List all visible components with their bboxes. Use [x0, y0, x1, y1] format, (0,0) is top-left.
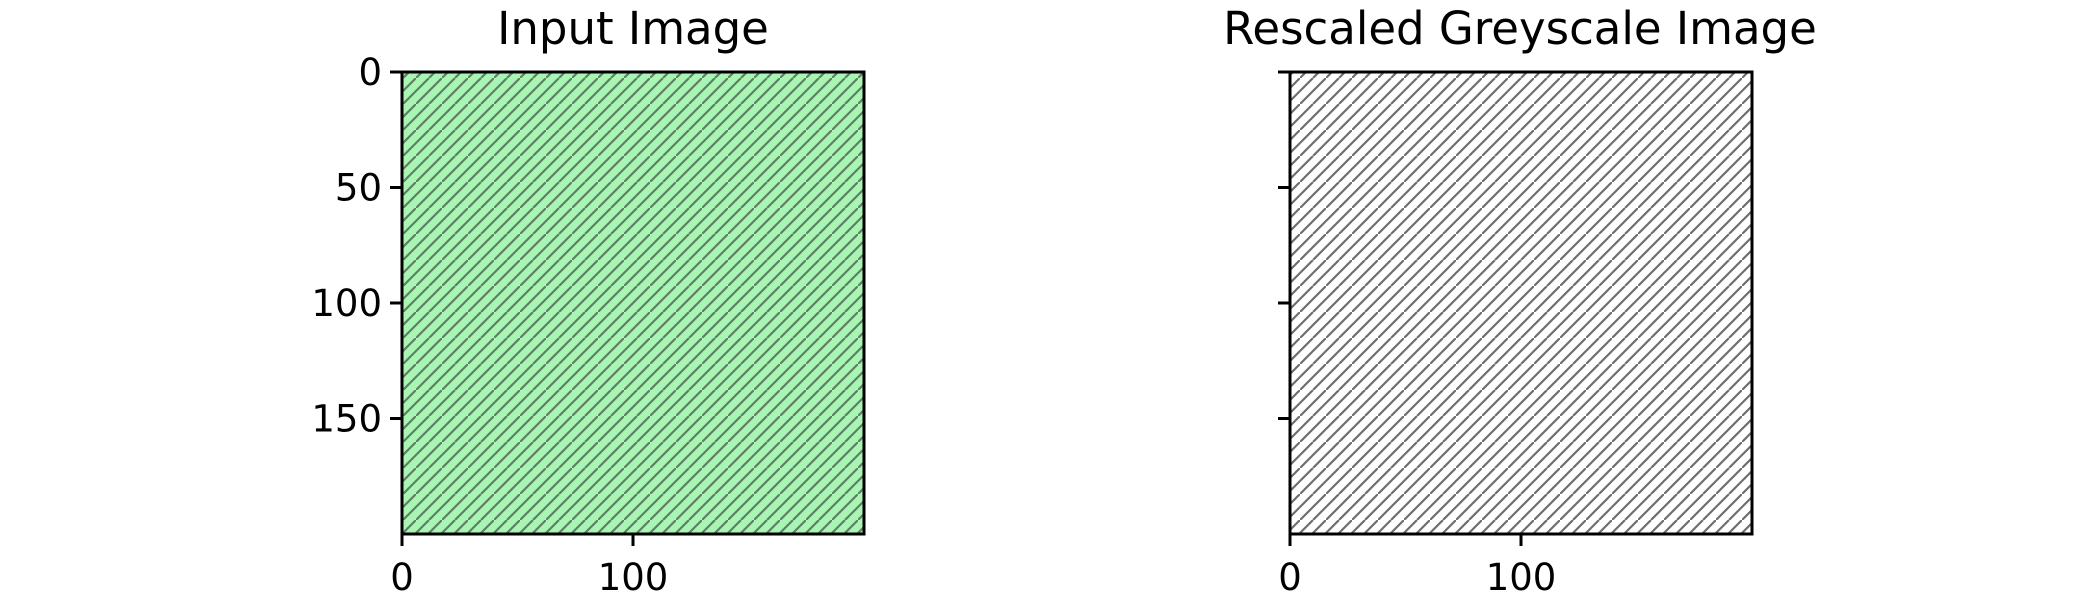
- input-x-tick-label-0: 0: [390, 556, 414, 599]
- greyscale-image-area: [1290, 72, 1752, 534]
- input-x-tick-label-1: 100: [598, 556, 669, 599]
- input-image-area: [402, 72, 864, 534]
- greyscale-y-axis: [1278, 70, 1290, 420]
- greyscale-image-panel: Rescaled Greyscale Image 0 100: [1223, 2, 1817, 599]
- input-y-tick-label-2: 100: [311, 282, 382, 325]
- input-x-axis: 0 100: [390, 534, 668, 599]
- input-image-title: Input Image: [497, 2, 769, 55]
- greyscale-x-tick-label-1: 100: [1486, 556, 1557, 599]
- input-y-tick-label-0: 0: [358, 51, 382, 94]
- input-y-axis: 0 50 100 150: [311, 51, 402, 441]
- greyscale-image-title: Rescaled Greyscale Image: [1223, 2, 1817, 55]
- input-y-tick-label-3: 150: [311, 398, 382, 441]
- greyscale-x-tick-label-0: 0: [1278, 556, 1302, 599]
- input-image-panel: Input Image 0 100 0 50 100 150: [311, 2, 866, 599]
- greyscale-x-axis: 0 100: [1278, 534, 1556, 599]
- input-y-tick-label-1: 50: [335, 167, 382, 210]
